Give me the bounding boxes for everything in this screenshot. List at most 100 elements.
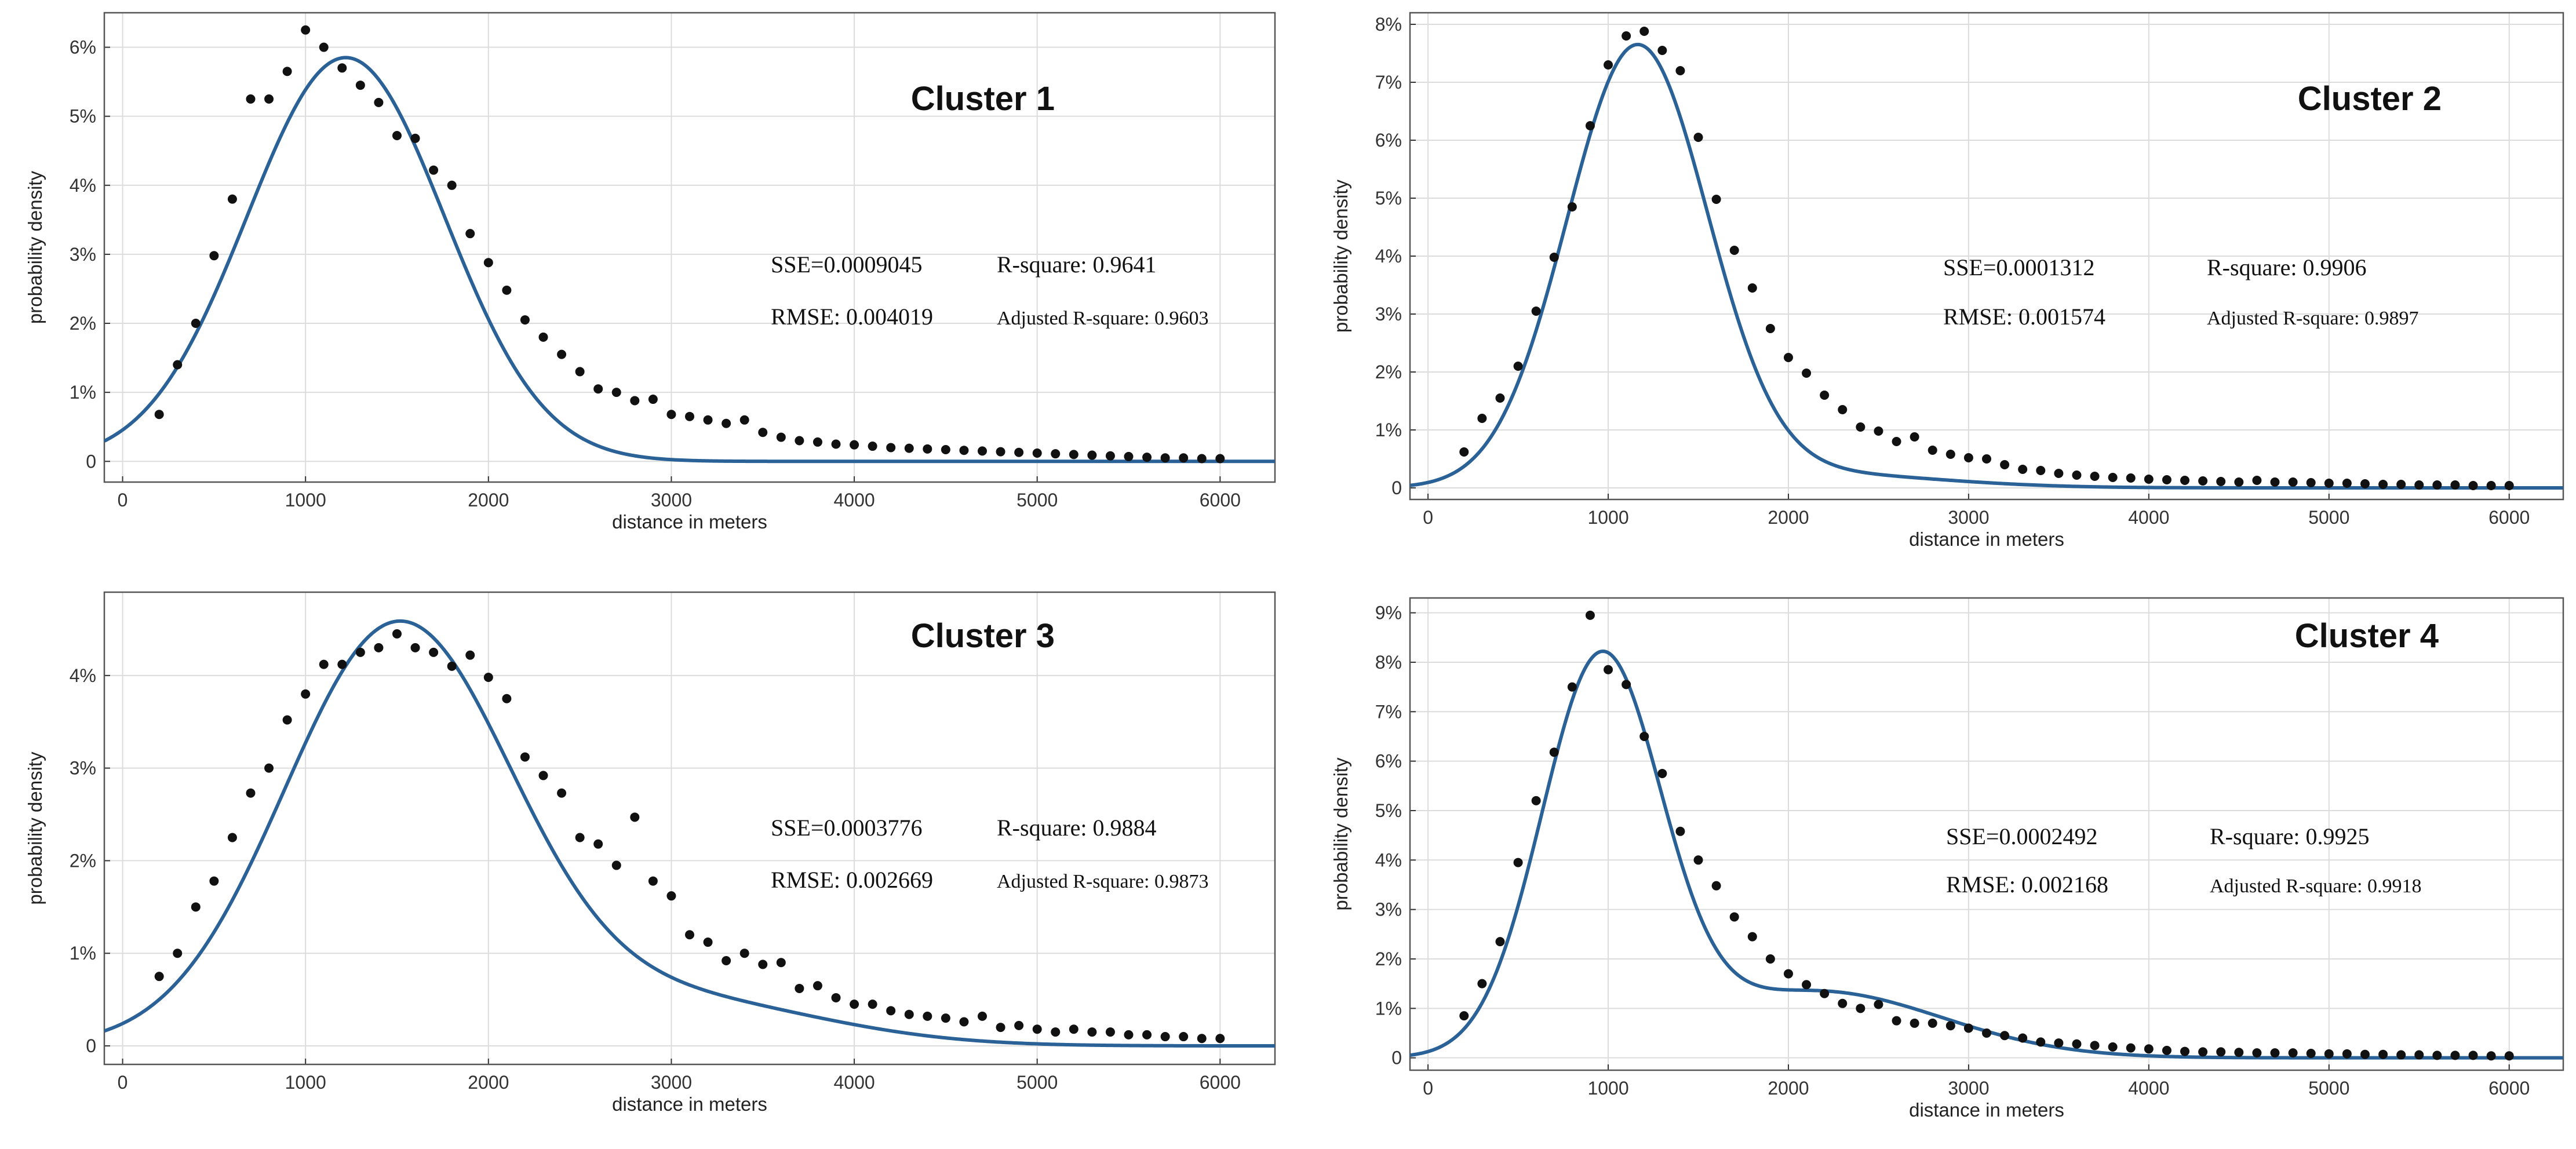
- data-point: [2126, 473, 2136, 483]
- stat-rmse: RMSE: 0.004019: [771, 304, 933, 330]
- data-point: [447, 661, 457, 671]
- y-axis-label: probability density: [24, 170, 46, 324]
- data-point: [227, 833, 237, 842]
- data-point: [1747, 283, 1757, 293]
- chart-panel-cluster-4: 0 1000 2000 3000 4000 5000 6000 0 1% 2% 3% 4% 5% 6% 7%…: [1288, 575, 2576, 1149]
- data-point: [1459, 447, 1469, 457]
- data-point: [886, 443, 896, 453]
- data-point: [2468, 1050, 2478, 1060]
- data-point: [1802, 980, 1812, 990]
- data-point: [2216, 1047, 2226, 1057]
- data-point: [2414, 1050, 2424, 1060]
- data-point: [191, 902, 201, 912]
- y-tick-label: 2%: [1375, 362, 1402, 382]
- y-tick-label: 9%: [1375, 603, 1402, 623]
- data-point: [1014, 447, 1024, 457]
- data-point: [959, 1017, 969, 1027]
- stat-rmse: RMSE: 0.002669: [771, 867, 933, 893]
- data-point: [1982, 1028, 1991, 1038]
- data-point: [812, 981, 822, 991]
- stat-r-square: R-square: 0.9884: [997, 815, 1157, 841]
- data-point: [703, 415, 713, 425]
- data-point: [2396, 480, 2406, 489]
- data-point: [1585, 121, 1595, 130]
- data-point: [868, 442, 877, 451]
- data-point: [301, 25, 311, 35]
- data-point: [2252, 476, 2262, 485]
- data-point: [722, 956, 731, 966]
- y-tick-label: 4%: [1375, 849, 1402, 870]
- data-point: [1693, 855, 1703, 865]
- axes-frame: [1409, 12, 2564, 501]
- data-point: [1910, 1018, 1919, 1028]
- data-point: [923, 1011, 932, 1021]
- data-point: [2432, 1050, 2442, 1060]
- data-point: [374, 97, 384, 107]
- x-tick-label: 3000: [651, 1072, 692, 1093]
- stat-r-square: R-square: 0.9925: [2210, 823, 2370, 849]
- data-point: [227, 194, 237, 204]
- data-point: [2504, 481, 2514, 490]
- data-point: [1604, 60, 1613, 70]
- data-point: [1963, 1023, 1973, 1033]
- data-point: [1765, 324, 1775, 333]
- chart-panel-cluster-2: 0 1000 2000 3000 4000 5000 6000 0 1% 2% 3% 4% 5% 6% 7%…: [1288, 0, 2576, 574]
- stat-sse: SSE=0.0009045: [771, 251, 922, 278]
- y-tick-label: 2%: [70, 850, 96, 871]
- data-point: [355, 647, 365, 657]
- data-point: [1928, 1018, 1937, 1028]
- data-point: [173, 949, 183, 958]
- x-tick-label: 5000: [1016, 1072, 1058, 1093]
- data-point: [1513, 362, 1523, 371]
- fit-curve: [1410, 42, 2563, 490]
- data-point: [1495, 937, 1505, 947]
- data-point: [1495, 393, 1505, 403]
- data-point: [2108, 1042, 2118, 1052]
- data-point: [758, 428, 768, 437]
- data-point: [1874, 1000, 1883, 1009]
- y-tick-label: 3%: [70, 758, 96, 779]
- data-point: [264, 94, 274, 104]
- data-point: [2306, 478, 2316, 487]
- data-point: [2504, 1051, 2514, 1061]
- x-tick-label: 6000: [1200, 490, 1241, 510]
- data-point: [410, 643, 420, 652]
- data-point: [1783, 353, 1793, 362]
- data-point: [685, 411, 694, 421]
- data-point: [483, 258, 493, 268]
- y-tick-label: 0: [86, 451, 96, 472]
- stat-sse: SSE=0.0001312: [1943, 254, 2094, 280]
- data-point: [2324, 479, 2334, 488]
- data-point: [2000, 1031, 2010, 1041]
- data-point: [1513, 858, 1523, 867]
- data-point: [1105, 451, 1115, 461]
- data-point: [2252, 1048, 2262, 1058]
- data-point: [2036, 466, 2046, 475]
- data-point: [2234, 1048, 2244, 1057]
- x-tick-label: 0: [118, 1072, 128, 1093]
- data-point: [1693, 133, 1703, 142]
- data-point: [1197, 1034, 1207, 1044]
- chart-title: Cluster 2: [2298, 80, 2442, 118]
- data-point: [941, 445, 950, 455]
- data-point: [996, 447, 1005, 457]
- y-tick-label: 1%: [70, 382, 96, 403]
- data-point: [301, 689, 311, 699]
- data-point: [611, 388, 621, 397]
- data-point: [868, 1000, 877, 1009]
- y-tick-label: 0: [1391, 1048, 1402, 1068]
- data-point: [1124, 1030, 1134, 1039]
- data-point: [1069, 1024, 1079, 1034]
- data-point: [1820, 988, 1830, 998]
- chart-title: Cluster 4: [2295, 617, 2439, 655]
- data-point: [904, 1009, 914, 1019]
- chart-panel-cluster-3: 0 1000 2000 3000 4000 5000 6000 0 1% 2% 3% 4% distan…: [0, 575, 1288, 1149]
- x-tick-label: 2000: [1768, 507, 1809, 528]
- x-tick-label: 3000: [1948, 1078, 1989, 1099]
- y-tick-label: 3%: [70, 244, 96, 265]
- data-point: [1179, 453, 1189, 463]
- y-axis-label: probability density: [1330, 757, 1351, 911]
- data-point: [392, 629, 402, 639]
- data-point: [2288, 477, 2298, 487]
- data-point: [2036, 1037, 2046, 1047]
